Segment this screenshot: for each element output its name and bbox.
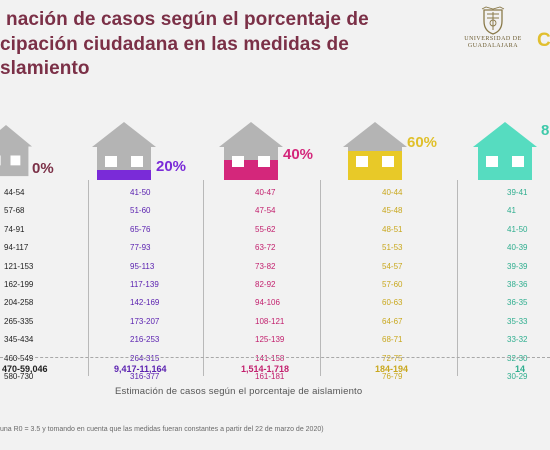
university-name-line-1: UNIVERSIDAD DE [464, 36, 522, 42]
value-cell: 141-158 [255, 353, 285, 363]
value-cell: 35-33 [507, 316, 528, 326]
value-cell: 55-62 [255, 224, 276, 234]
column-60-percent: 60% 40-44 45-48 48-51 51-53 54-57 57-60 … [325, 120, 450, 382]
value-cell: 39-41 [507, 188, 528, 197]
percent-label: 60% [407, 134, 438, 151]
column-divider [457, 180, 458, 376]
title-line-1: nación de casos según el porcentaje de [6, 9, 369, 30]
logo-edge-letter: C [537, 30, 550, 51]
value-cell: 47-54 [255, 206, 276, 216]
value-cell: 345-434 [4, 335, 34, 345]
value-cell: 40-44 [382, 188, 403, 197]
value-cell: 94-117 [4, 243, 29, 253]
total-range: 9,417-11,164 [114, 364, 167, 374]
value-cell: 162-199 [4, 279, 34, 289]
value-cell: 33-32 [507, 335, 528, 345]
total-range: 1,514-1,718 [241, 364, 290, 374]
column-80-percent: 8 39-41 41 41-50 40-39 39-39 38-36 36-35… [455, 120, 550, 382]
value-cell: 76-79 [382, 371, 403, 381]
value-cell: 204-258 [4, 298, 34, 308]
column-0-percent: 0% 44-54 57-68 74-91 94-117 121-153 162-… [0, 120, 90, 382]
value-cell: 40-39 [507, 243, 528, 253]
value-cell: 265-335 [4, 316, 34, 326]
value-cell: 77-93 [130, 243, 151, 253]
total-range: 184-194 [375, 364, 409, 374]
university-name-line-2: GUADALAJARA [467, 43, 519, 49]
value-cell: 54-57 [382, 261, 403, 271]
value-cell: 38-36 [507, 279, 528, 289]
column-divider [320, 180, 321, 376]
total-range: 470-59,046 [2, 364, 48, 374]
value-cell: 41-50 [130, 188, 151, 197]
value-cell: 316-377 [130, 371, 160, 381]
value-cell: 173-207 [130, 316, 160, 326]
value-cell: 51-60 [130, 206, 151, 216]
values-list: 39-41 41 41-50 40-39 39-39 38-36 36-35 3… [507, 184, 550, 386]
university-logo: UNIVERSIDAD DE GUADALAJARA [462, 6, 524, 50]
value-cell: 48-51 [382, 224, 403, 234]
value-cell: 117-139 [130, 279, 159, 289]
university-crest-icon [481, 6, 505, 35]
value-cell: 63-72 [255, 243, 276, 253]
yellow-house-icon [343, 122, 407, 180]
value-cell: 161-181 [255, 371, 285, 381]
value-cell: 142-169 [130, 298, 160, 308]
value-cell: 36-35 [507, 298, 528, 308]
magenta-house-icon [219, 122, 283, 180]
chart-subcaption: Estimación de casos según el porcentaje … [115, 386, 363, 397]
value-cell: 45-48 [382, 206, 403, 216]
slide-title: nación de casos según el porcentaje de c… [0, 8, 369, 82]
value-cell: 44-54 [4, 188, 25, 197]
column-divider [88, 180, 89, 376]
value-cell: 64-67 [382, 316, 403, 326]
value-cell: 72-75 [382, 353, 403, 363]
value-cell: 39-39 [507, 261, 528, 271]
totals-dashed-separator [0, 357, 550, 358]
teal-house-icon [473, 122, 537, 180]
value-cell: 57-60 [382, 279, 403, 289]
value-cell: 60-63 [382, 298, 403, 308]
value-cell: 460-549 [4, 353, 34, 363]
value-cell: 41 [507, 206, 516, 216]
title-line-3: slamiento [0, 58, 90, 79]
purple-house-icon [92, 122, 156, 180]
value-cell: 108-121 [255, 316, 285, 326]
value-cell: 125-139 [255, 335, 285, 345]
value-cell: 32-30 [507, 353, 528, 363]
gray-house-icon [0, 125, 32, 177]
column-40-percent: 40% 40-47 47-54 55-62 63-72 73-82 82-92 … [205, 120, 320, 382]
values-list: 44-54 57-68 74-91 94-117 121-153 162-199… [4, 184, 94, 386]
column-divider [203, 180, 204, 376]
value-cell: 121-153 [4, 261, 34, 271]
value-cell: 82-92 [255, 279, 276, 289]
value-cell: 74-91 [4, 224, 25, 234]
values-list: 40-44 45-48 48-51 51-53 54-57 57-60 60-6… [382, 184, 507, 386]
column-20-percent: 20% 41-50 51-60 65-76 77-93 95-113 117-1… [90, 120, 200, 382]
total-range: 14 [515, 364, 526, 374]
value-cell: 65-76 [130, 224, 151, 234]
value-cell: 57-68 [4, 206, 25, 216]
title-line-2: cipación ciudadana en las medidas de [0, 33, 349, 55]
percent-label: 8 [541, 122, 550, 139]
value-cell: 580-730 [4, 371, 34, 381]
percent-label: 0% [32, 160, 54, 177]
percent-label: 40% [283, 146, 314, 163]
value-cell: 95-113 [130, 261, 155, 271]
value-cell: 73-82 [255, 261, 276, 271]
value-cell: 216-253 [130, 335, 160, 345]
footnote: una R0 = 3.5 y tomando en cuenta que las… [0, 426, 324, 433]
percent-label: 20% [156, 158, 187, 175]
values-list: 40-47 47-54 55-62 63-72 73-82 82-92 94-1… [255, 184, 370, 386]
value-cell: 68-71 [382, 335, 403, 345]
value-cell: 30-29 [507, 371, 528, 381]
values-list: 41-50 51-60 65-76 77-93 95-113 117-139 1… [130, 184, 240, 386]
value-cell: 41-50 [507, 224, 528, 234]
value-cell: 264-315 [130, 353, 160, 363]
value-cell: 51-53 [382, 243, 403, 253]
value-cell: 94-106 [255, 298, 280, 308]
value-cell: 40-47 [255, 188, 276, 197]
